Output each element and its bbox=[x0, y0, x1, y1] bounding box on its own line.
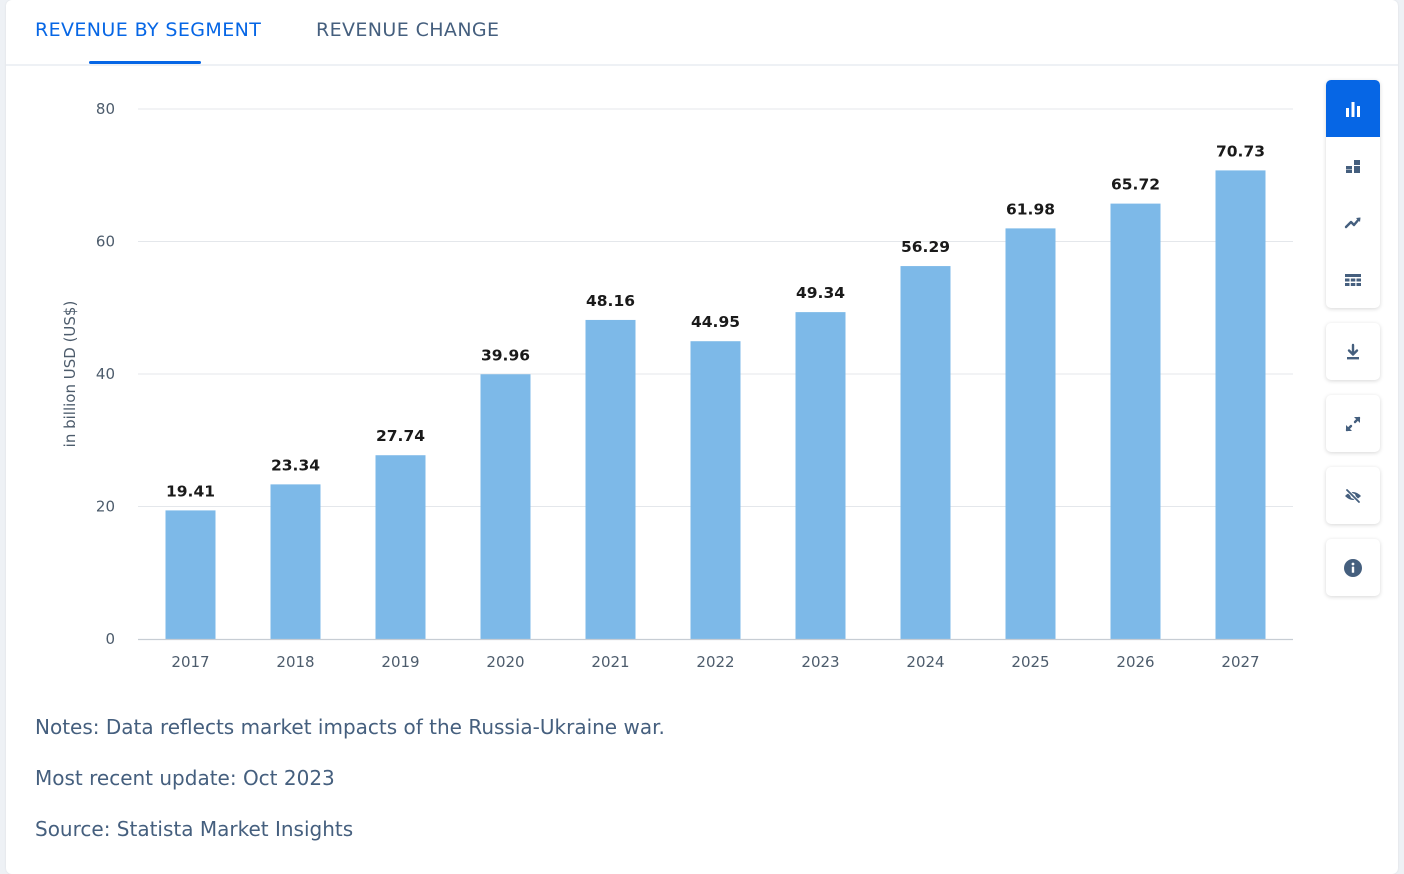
x-tick-label-2021: 2021 bbox=[591, 653, 629, 671]
trend-line-button[interactable] bbox=[1326, 194, 1380, 251]
stacked-chart-button[interactable] bbox=[1326, 137, 1380, 194]
download-group bbox=[1326, 323, 1380, 380]
bar-2021[interactable] bbox=[585, 319, 636, 639]
x-tick-label-2017: 2017 bbox=[171, 653, 209, 671]
x-tick-label-2024: 2024 bbox=[906, 653, 944, 671]
stacked-chart-icon bbox=[1346, 159, 1360, 173]
chart-card: REVENUE BY SEGMENT REVENUE CHANGE 19.41 2… bbox=[6, 0, 1398, 874]
bar-chart: 19.41 23.34 27.74 39.96 48.16 44.95 49.34 56.29… bbox=[61, 100, 1293, 671]
data-labels: 19.41 23.34 27.74 39.96 48.16 44.95 49.34 56.29… bbox=[166, 142, 1265, 500]
data-label-2026: 65.72 bbox=[1111, 176, 1160, 194]
data-label-2017: 19.41 bbox=[166, 482, 215, 500]
tab-revenue-by-segment[interactable]: REVENUE BY SEGMENT bbox=[35, 19, 262, 41]
expand-group bbox=[1326, 395, 1380, 452]
y-tick-label: 80 bbox=[96, 100, 115, 118]
x-tick-label-2019: 2019 bbox=[381, 653, 419, 671]
bar-2024[interactable] bbox=[900, 266, 951, 639]
source-text: Source: Statista Market Insights bbox=[35, 817, 354, 841]
data-label-2019: 27.74 bbox=[376, 427, 425, 445]
data-label-2027: 70.73 bbox=[1216, 142, 1265, 160]
x-tick-label-2018: 2018 bbox=[276, 653, 314, 671]
data-label-2025: 61.98 bbox=[1006, 200, 1055, 218]
data-label-2020: 39.96 bbox=[481, 346, 530, 364]
notes-text: Notes: Data reflects market impacts of t… bbox=[35, 715, 665, 739]
data-label-2022: 44.95 bbox=[691, 313, 740, 331]
bar-2020[interactable] bbox=[480, 374, 531, 639]
y-tick-label: 40 bbox=[96, 365, 115, 383]
data-label-2018: 23.34 bbox=[271, 456, 320, 474]
info-group bbox=[1326, 539, 1380, 596]
update-text: Most recent update: Oct 2023 bbox=[35, 766, 335, 790]
data-label-2021: 48.16 bbox=[586, 292, 635, 310]
info-icon bbox=[1344, 558, 1362, 577]
x-tick-label-2027: 2027 bbox=[1221, 653, 1259, 671]
y-tick-label: 0 bbox=[105, 630, 115, 648]
trend-line-icon bbox=[1344, 217, 1361, 228]
y-tick-label: 20 bbox=[96, 498, 115, 516]
x-tick-label-2026: 2026 bbox=[1116, 653, 1154, 671]
chart-type-toolbar bbox=[1326, 80, 1380, 308]
bar-2019[interactable] bbox=[375, 455, 426, 639]
hide-eye-icon bbox=[1345, 487, 1361, 504]
bar-2026[interactable] bbox=[1110, 203, 1161, 640]
hide-button[interactable] bbox=[1326, 467, 1380, 524]
y-tick-label: 60 bbox=[96, 233, 115, 251]
axes: 0 20 40 60 80 2017 2018 2019 2020 2021 2022 2023 202… bbox=[96, 100, 1293, 671]
x-tick-label-2023: 2023 bbox=[801, 653, 839, 671]
bar-chart-button[interactable] bbox=[1326, 80, 1380, 137]
bars bbox=[165, 170, 1266, 640]
table-grid-button[interactable] bbox=[1326, 251, 1380, 308]
expand-icon bbox=[1345, 416, 1361, 431]
data-label-2024: 56.29 bbox=[901, 238, 950, 256]
bar-2025[interactable] bbox=[1005, 228, 1056, 639]
expand-button[interactable] bbox=[1326, 395, 1380, 452]
download-icon bbox=[1347, 343, 1359, 359]
x-tick-label-2020: 2020 bbox=[486, 653, 524, 671]
tab-bar: REVENUE BY SEGMENT REVENUE CHANGE bbox=[6, 0, 1398, 66]
x-tick-label-2025: 2025 bbox=[1011, 653, 1049, 671]
bar-chart-icon bbox=[1346, 101, 1360, 117]
bar-2017[interactable] bbox=[165, 510, 216, 639]
bar-2018[interactable] bbox=[270, 484, 321, 639]
y-axis-label: in billion USD (US$) bbox=[61, 301, 79, 448]
info-button[interactable] bbox=[1326, 539, 1380, 596]
x-tick-label-2022: 2022 bbox=[696, 653, 734, 671]
tab-revenue-change[interactable]: REVENUE CHANGE bbox=[316, 19, 500, 41]
chart-notes: Notes: Data reflects market impacts of t… bbox=[35, 712, 665, 865]
bar-2023[interactable] bbox=[795, 312, 846, 639]
table-grid-icon bbox=[1345, 273, 1361, 286]
data-label-2023: 49.34 bbox=[796, 284, 845, 302]
active-tab-indicator bbox=[89, 61, 201, 64]
download-button[interactable] bbox=[1326, 323, 1380, 380]
bar-2027[interactable] bbox=[1215, 170, 1266, 639]
visibility-group bbox=[1326, 467, 1380, 524]
bar-2022[interactable] bbox=[690, 341, 741, 639]
